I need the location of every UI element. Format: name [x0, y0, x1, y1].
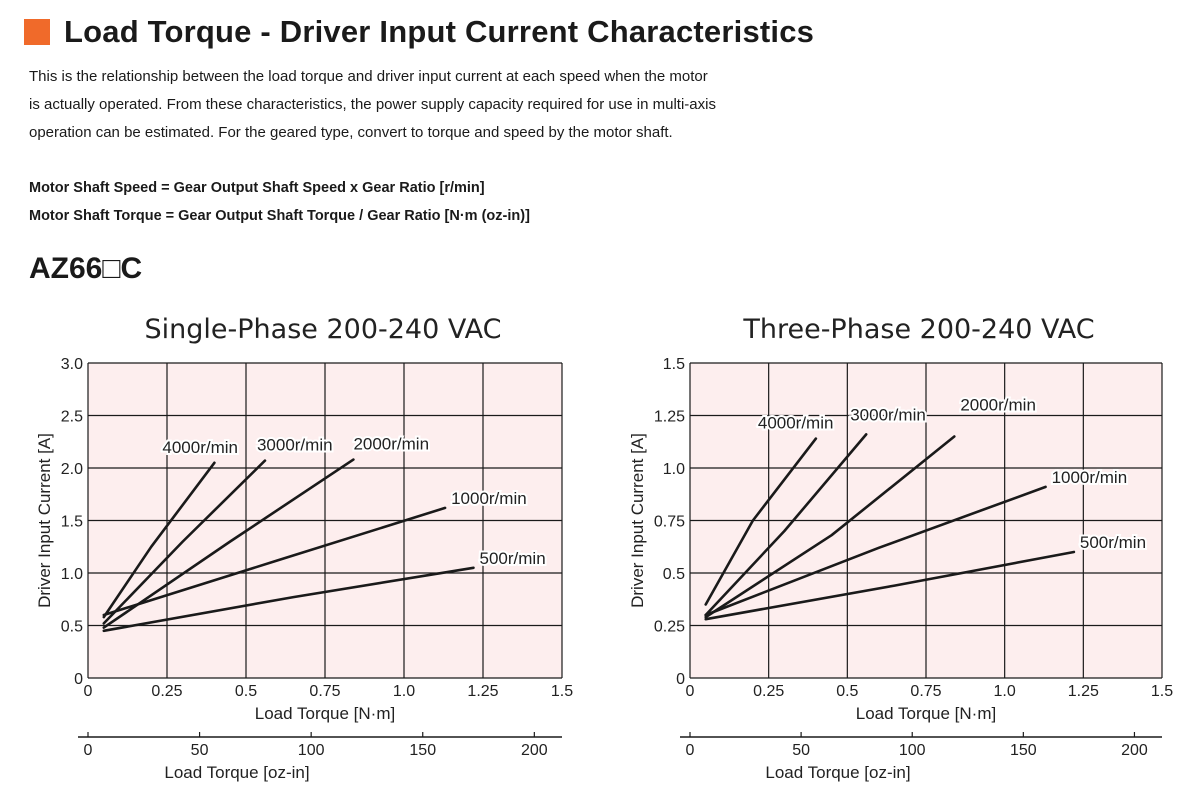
series-label: 1000r/min	[451, 489, 527, 508]
y-tick-label: 2.0	[61, 461, 83, 478]
x-tick-label: 0.75	[910, 683, 941, 700]
x-tick-label: 1.5	[1151, 683, 1173, 700]
series-label: 3000r/min	[257, 436, 333, 455]
section-marker-icon	[24, 19, 50, 45]
y-tick-label: 0.5	[61, 619, 83, 636]
page-title: Load Torque - Driver Input Current Chara…	[64, 14, 815, 49]
secondary-x-tick-label: 100	[899, 742, 926, 759]
y-tick-label: 2.5	[61, 409, 83, 426]
chart-title: Single-Phase 200-240 VAC	[145, 314, 502, 345]
series-line	[704, 550, 1076, 621]
series-label: 4000r/min	[758, 414, 834, 433]
x-axis-label: Load Torque [N·m]	[856, 704, 996, 723]
y-tick-label: 0	[74, 671, 83, 688]
x-tick-label: 1.0	[994, 683, 1016, 700]
series-line	[102, 566, 475, 633]
y-tick-label: 1.0	[61, 566, 83, 583]
secondary-x-axis-label: Load Torque [oz-in]	[164, 763, 309, 782]
chart-title: Three-Phase 200-240 VAC	[742, 314, 1094, 345]
secondary-x-axis-label: Load Torque [oz-in]	[765, 763, 910, 782]
series-line	[704, 485, 1047, 617]
series-line	[704, 437, 818, 606]
x-tick-label: 0	[686, 683, 695, 700]
y-tick-label: 0	[676, 671, 685, 688]
y-tick-label: 0.75	[654, 514, 685, 531]
series-label: 1000r/min	[1052, 468, 1128, 487]
x-tick-label: 1.25	[467, 683, 498, 700]
secondary-x-tick-label: 200	[1121, 742, 1148, 759]
y-tick-label: 1.25	[654, 409, 685, 426]
intro-line: This is the relationship between the loa…	[29, 68, 708, 85]
intro-line: operation can be estimated. For the gear…	[29, 124, 673, 141]
x-tick-label: 0.25	[151, 683, 182, 700]
x-tick-label: 0.25	[753, 683, 784, 700]
x-axis-label: Load Torque [N·m]	[255, 704, 395, 723]
y-tick-label: 0.25	[654, 619, 685, 636]
secondary-x-tick-label: 0	[686, 742, 695, 759]
x-tick-label: 0.5	[836, 683, 858, 700]
series-line	[102, 461, 216, 619]
intro-text: This is the relationship between the loa…	[29, 63, 829, 147]
y-axis-label: Driver Input Current [A]	[628, 433, 647, 608]
x-tick-label: 0	[84, 683, 93, 700]
y-tick-label: 1.0	[663, 461, 685, 478]
series-label: 4000r/min	[162, 438, 238, 457]
secondary-x-tick-label: 200	[521, 742, 548, 759]
formula-torque: Motor Shaft Torque = Gear Output Shaft T…	[29, 208, 530, 224]
x-tick-label: 1.0	[393, 683, 415, 700]
series-line	[704, 433, 868, 617]
secondary-x-tick-label: 150	[1010, 742, 1037, 759]
series-label: 3000r/min	[850, 405, 926, 424]
series-line	[102, 458, 355, 629]
formulas: Motor Shaft Speed = Gear Output Shaft Sp…	[29, 174, 530, 230]
y-axis-label: Driver Input Current [A]	[35, 433, 54, 608]
x-tick-label: 0.5	[235, 683, 257, 700]
secondary-x-tick-label: 50	[792, 742, 810, 759]
secondary-x-tick-label: 50	[191, 742, 209, 759]
x-tick-label: 1.5	[551, 683, 573, 700]
secondary-x-tick-label: 100	[298, 742, 325, 759]
formula-speed: Motor Shaft Speed = Gear Output Shaft Sp…	[29, 180, 485, 196]
series-label: 2000r/min	[960, 396, 1036, 415]
series-label: 500r/min	[480, 549, 546, 568]
series-line	[704, 435, 956, 619]
secondary-x-tick-label: 150	[409, 742, 436, 759]
y-tick-label: 1.5	[61, 514, 83, 531]
series-label: 2000r/min	[353, 435, 429, 454]
y-tick-label: 3.0	[61, 356, 83, 373]
series-line	[102, 506, 447, 617]
model-name: AZ66□C	[29, 252, 143, 285]
x-tick-label: 1.25	[1068, 683, 1099, 700]
y-tick-label: 0.5	[663, 566, 685, 583]
intro-line: is actually operated. From these charact…	[29, 96, 716, 113]
secondary-x-tick-label: 0	[84, 742, 93, 759]
page-header: Load Torque - Driver Input Current Chara…	[24, 14, 814, 50]
series-label: 500r/min	[1080, 533, 1146, 552]
x-tick-label: 0.75	[309, 683, 340, 700]
y-tick-label: 1.5	[663, 356, 685, 373]
series-line	[102, 459, 267, 625]
